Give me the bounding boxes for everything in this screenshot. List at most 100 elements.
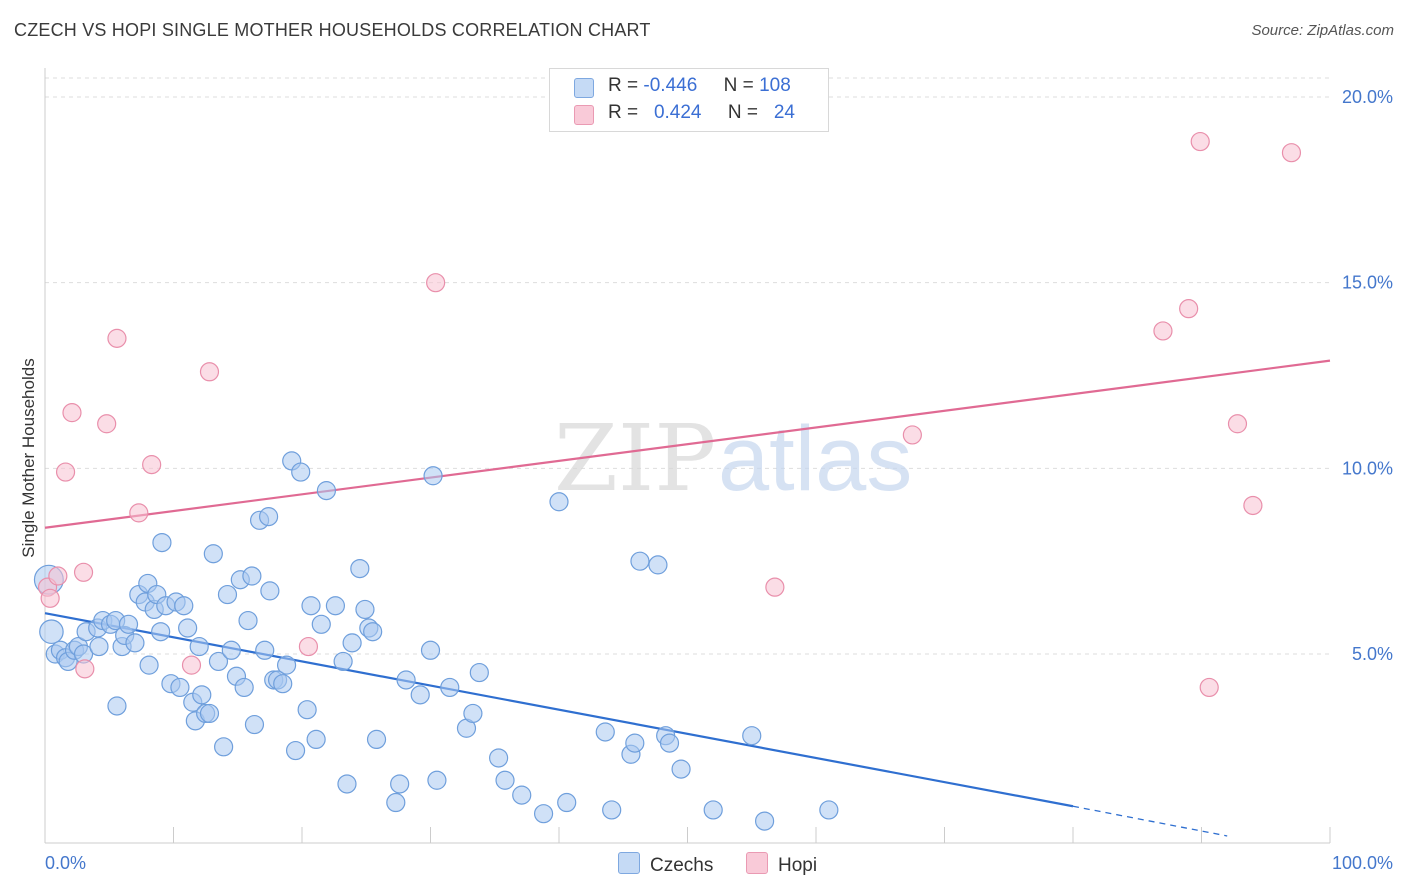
czechs-point [301,596,321,616]
czechs-point [420,640,441,660]
czechs-point [648,555,668,575]
czechs-point [754,811,775,831]
czechs-point [258,507,279,527]
czechs-point [602,800,622,820]
bottom-czechs-swatch [618,852,640,874]
bottom-legend-hopi: Hopi [746,852,817,877]
czechs-point [557,792,577,813]
chart-title: CZECH VS HOPI SINGLE MOTHER HOUSEHOLDS C… [14,20,651,40]
czechs-point [366,729,387,750]
czechs-n-label: N = [723,75,754,96]
czechs-point [671,759,691,779]
hopi-point [97,414,117,434]
hopi-point [1199,677,1219,698]
hopi-point [48,566,68,586]
czechs-point [703,800,723,820]
czechs-point [363,622,383,642]
y-axis-label: Single Mother Households [19,358,38,557]
czechs-point [469,662,489,683]
czechs-point [178,618,198,638]
czechs-point [355,599,375,620]
czechs-point [199,703,220,724]
czechs-point [107,696,127,716]
czechs-point [203,544,223,564]
hopi-n-label: N = [727,102,759,123]
hopi-point [55,462,76,482]
czechs-point [342,633,362,653]
czechs-point [39,619,64,645]
czechs-point [742,726,762,746]
czechs-point [316,481,337,501]
y-tick-label: 20.0% [1342,87,1393,107]
czechs-point [333,651,353,672]
czechs-point [242,566,262,586]
czechs-point [463,703,483,724]
czechs-point [291,462,311,482]
czechs-point [260,581,280,601]
hopi-point [298,636,319,657]
czechs-point [255,640,275,660]
hopi-r-value: 0.424 [653,102,702,123]
x-tick-label-max: 100.0% [1332,853,1393,873]
czechs-point [350,558,370,579]
hopi-point [73,562,94,582]
czechs-point [512,785,532,805]
czechs-point [174,596,194,616]
czechs-point [297,700,317,720]
axes [44,68,1331,844]
czechs-point [189,636,209,657]
czechs-point [311,614,331,634]
hopi-n-value: 24 [773,102,795,123]
czechs-point [238,610,258,631]
czechs-point [440,677,460,698]
hopi-point [40,588,60,608]
czechs-point [151,622,171,642]
hopi-point [426,273,446,293]
czechs-point [221,640,241,660]
hopi-point [129,503,149,523]
czechs-point [125,633,145,653]
czechs-trend-extension [1072,805,1228,837]
czechs-point [625,733,645,753]
hopi-point [1153,321,1173,341]
trend-lines [44,359,1331,837]
hopi-point [107,328,127,348]
czechs-point [118,614,139,634]
tick-labels: 5.0% 10.0% 15.0% 20.0% 0.0% 100.0% [45,87,1393,873]
bottom-hopi-label: Hopi [778,855,818,876]
hopi-point [75,659,95,679]
czechs-point [244,714,265,735]
source-label: Source: ZipAtlas.com [1251,22,1394,39]
hopi-point [142,455,162,475]
czechs-point [549,492,569,512]
czechs-n-value: 108 [759,75,791,96]
czechs-point [214,737,234,757]
czechs-point [217,584,238,605]
czechs-point [423,466,443,486]
hopi-point [181,655,202,675]
czechs-point [630,551,650,571]
hopi-point [902,425,922,445]
czechs-point [170,677,190,698]
watermark-atlas: atlas [718,408,912,510]
y-tick-label: 15.0% [1342,273,1393,293]
hopi-point [1179,299,1199,319]
czechs-point [595,722,615,742]
x-tick-label-min: 0.0% [45,853,86,873]
bottom-legend-czechs: Czechs [618,852,713,877]
czechs-point [489,748,509,768]
bottom-czechs-label: Czechs [650,855,714,876]
czechs-point [208,651,229,672]
hopi-point [62,403,82,423]
czechs-point [337,774,357,794]
czechs-point [325,596,346,616]
czechs-point [819,800,839,820]
czechs-point [139,655,159,675]
hopi-point [765,577,785,597]
grid-lines [45,77,1330,655]
hopi-point [1243,495,1263,516]
czechs-r-value: -0.446 [643,75,698,96]
czechs-point [495,770,515,790]
czechs-point [427,770,447,790]
